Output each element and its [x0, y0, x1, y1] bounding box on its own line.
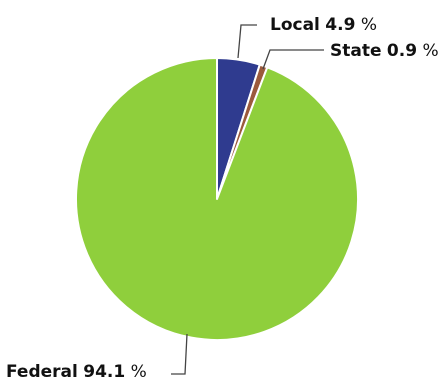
- leader-lines: [171, 24, 324, 375]
- pie-slice-federal: [75, 57, 359, 341]
- label-local-value: 4.9: [325, 15, 355, 35]
- label-local: Local 4.9 %: [270, 15, 377, 35]
- label-state: State 0.9 %: [330, 41, 439, 61]
- label-federal-value: 94.1: [83, 362, 125, 381]
- label-state-value: 0.9: [387, 41, 417, 61]
- label-state-name: State: [330, 41, 382, 61]
- label-state-unit: %: [422, 41, 438, 61]
- label-federal-unit: %: [131, 362, 147, 381]
- label-local-unit: %: [361, 15, 377, 35]
- label-local-name: Local: [270, 15, 320, 35]
- leader-line-state: [262, 49, 324, 70]
- slice-labels: Local 4.9 % State 0.9 % Federal 94.1 %: [6, 15, 439, 381]
- leader-line-federal: [171, 333, 188, 375]
- leader-line-local: [237, 24, 257, 59]
- label-federal-name: Federal: [6, 362, 78, 381]
- pie-slices: [75, 57, 359, 341]
- label-federal: Federal 94.1 %: [6, 362, 147, 381]
